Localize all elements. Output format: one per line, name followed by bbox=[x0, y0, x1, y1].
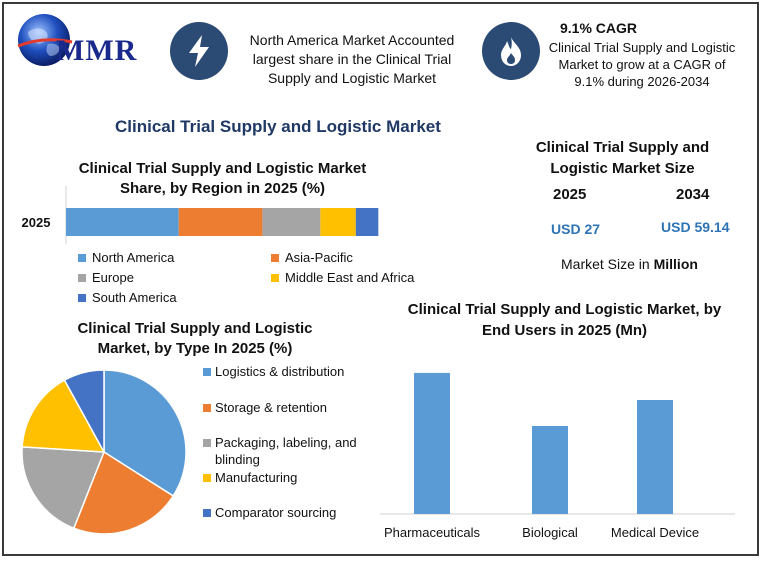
category-label: 2025 bbox=[22, 215, 51, 230]
legend-label: Asia-Pacific bbox=[285, 250, 353, 265]
legend-europe: Europe bbox=[78, 270, 134, 285]
legend-swatch bbox=[203, 368, 211, 376]
bar-pharmaceuticals bbox=[414, 372, 450, 514]
legend-label: Storage & retention bbox=[215, 400, 328, 415]
bar-segment-asia-pacific bbox=[178, 208, 263, 236]
market-size-year-2034: 2034 bbox=[676, 186, 710, 203]
legend-swatch bbox=[203, 474, 211, 482]
market-size-note-prefix: Market Size in bbox=[561, 256, 654, 272]
bar-biological bbox=[532, 425, 568, 514]
market-size-value-2025: USD 27 bbox=[551, 221, 601, 237]
legend-label: Middle East and Africa bbox=[285, 270, 415, 285]
legend-packaging-labeling: Packaging, labeling, and blinding bbox=[203, 434, 373, 468]
flame-icon bbox=[501, 37, 521, 66]
infographic-frame bbox=[2, 2, 759, 556]
globe-icon bbox=[17, 14, 73, 66]
main-title: Clinical Trial Supply and Logistic Marke… bbox=[115, 117, 441, 136]
market-size-title: Clinical Trial Supply and Logistic Marke… bbox=[535, 139, 710, 177]
lightning-icon bbox=[189, 35, 209, 67]
region-chart-title: Clinical Trial Supply and Logistic Marke… bbox=[78, 160, 367, 197]
legend-label: North America bbox=[92, 250, 175, 265]
bar-segment-south-america bbox=[355, 208, 379, 236]
type-chart-title: Clinical Trial Supply and Logistic Marke… bbox=[77, 320, 313, 357]
lightning-icon-badge bbox=[170, 22, 228, 80]
legend-manufacturing: Manufacturing bbox=[203, 469, 373, 486]
legend-swatch bbox=[78, 273, 86, 282]
legend-label: Manufacturing bbox=[215, 470, 298, 485]
logo: MMR bbox=[14, 10, 154, 72]
pie-slice-manufacturing bbox=[21, 379, 106, 453]
type-pie-chart bbox=[21, 369, 187, 535]
pie-slice-comparator-sourcing bbox=[63, 369, 105, 453]
pie-slice-storage-retention bbox=[72, 450, 175, 535]
legend-swatch bbox=[271, 273, 279, 282]
x-tick-label: Biological bbox=[522, 525, 578, 540]
x-tick-label: Medical Device bbox=[611, 525, 699, 540]
legend-comparator-sourcing: Comparator sourcing bbox=[203, 504, 373, 521]
market-size-year-2025: 2025 bbox=[553, 186, 587, 203]
legend-label: Packaging, labeling, and blinding bbox=[215, 435, 357, 467]
legend-logistics-distribution: Logistics & distribution bbox=[203, 363, 373, 380]
legend-swatch bbox=[271, 253, 279, 262]
legend-swatch bbox=[78, 293, 86, 302]
end-users-bar-chart: Pharmaceuticals Biological Medical Device bbox=[380, 372, 735, 540]
legend-storage-retention: Storage & retention bbox=[203, 399, 373, 416]
legend-swatch bbox=[78, 253, 86, 262]
legend-south-america: South America bbox=[78, 290, 177, 305]
legend-label: South America bbox=[92, 290, 177, 305]
legend-swatch bbox=[203, 439, 211, 447]
bar-segment-north-america bbox=[66, 208, 179, 236]
region-stacked-bar-chart: 2025 bbox=[22, 186, 379, 244]
cagr-info: Clinical Trial Supply and Logistic Marke… bbox=[548, 40, 736, 89]
market-size-value-2034: USD 59.14 bbox=[661, 219, 730, 235]
cagr-title: 9.1% CAGR bbox=[560, 20, 638, 36]
legend-swatch bbox=[203, 404, 211, 412]
market-size-note: Market Size in Million bbox=[561, 256, 698, 272]
flame-icon-badge bbox=[482, 22, 540, 80]
market-size-unit: Million bbox=[653, 256, 698, 272]
legend-asia-pacific: Asia-Pacific bbox=[271, 250, 353, 265]
logo-text: MMR bbox=[56, 34, 138, 67]
legend-label: Comparator sourcing bbox=[215, 505, 337, 520]
legend-middle-east-africa: Middle East and Africa bbox=[271, 270, 414, 285]
legend-swatch bbox=[203, 509, 211, 517]
end-users-chart-title: Clinical Trial Supply and Logistic Marke… bbox=[407, 301, 722, 339]
pie-slice-packaging-labeling-and-blinding bbox=[21, 446, 106, 530]
north-america-info: North America Market Accounted largest s… bbox=[249, 32, 455, 86]
bar-segment-europe bbox=[262, 208, 321, 236]
legend-label: Logistics & distribution bbox=[215, 364, 345, 379]
legend-north-america: North America bbox=[78, 250, 174, 265]
bar-segment-middle-east-and-africa bbox=[320, 208, 356, 236]
legend-label: Europe bbox=[92, 270, 134, 285]
x-tick-label: Pharmaceuticals bbox=[384, 525, 481, 540]
bar-medical-device bbox=[637, 400, 673, 514]
